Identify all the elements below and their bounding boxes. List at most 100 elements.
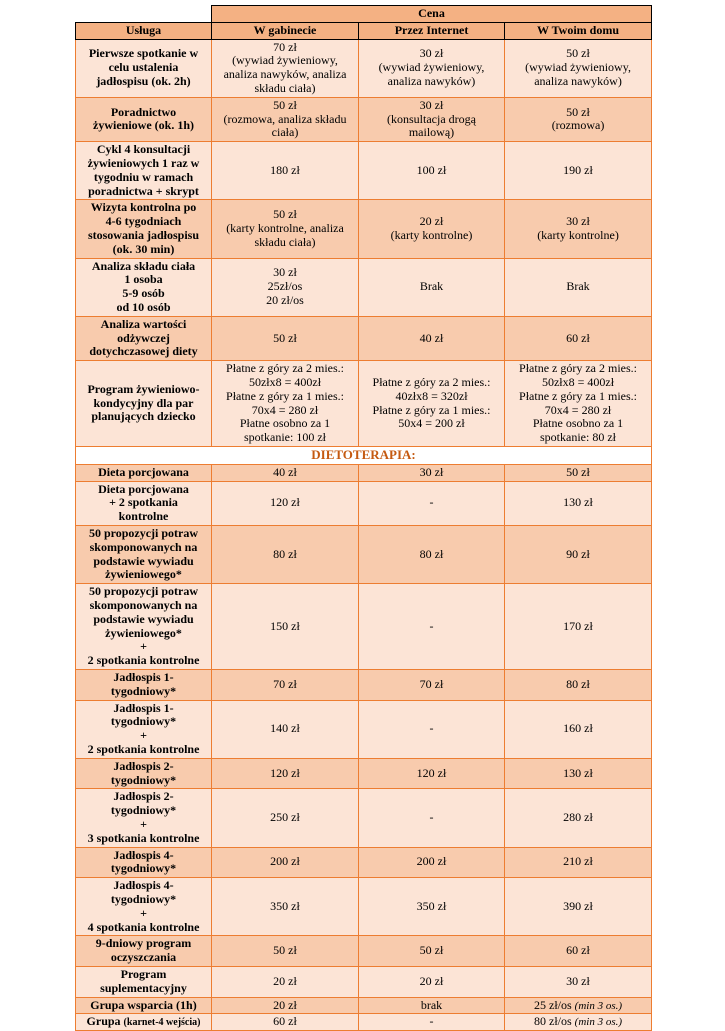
price-cell: 70 zł <box>358 669 505 701</box>
service-cell: Jadłospis 2- tygodniowy* + 3 spotkania k… <box>75 788 212 848</box>
price-cell: 170 zł <box>503 583 653 670</box>
section-divider-row: DIETOTERAPIA: <box>74 445 653 465</box>
price-cell: - <box>358 699 505 759</box>
table-row: Wizyta kontrolna po 4-6 tygodniach stoso… <box>75 199 653 259</box>
table-row: Program suplementacyjny 20 zł 20 zł 30 zł <box>75 965 653 998</box>
price-cell: 130 zł <box>503 757 653 790</box>
price-cell: 20 zł <box>358 965 505 998</box>
price-cell: 80 zł <box>358 525 505 585</box>
price-cell: 70 zł (wywiad żywieniowy, analiza nawykó… <box>211 38 359 98</box>
table-row: Cykl 4 konsultacji żywieniowych 1 raz w … <box>75 141 653 201</box>
price-cell: 50 zł (rozmowa) <box>503 96 653 143</box>
price-cell: 50 zł (rozmowa, analiza składu ciała) <box>211 96 359 143</box>
price-cell: 180 zł <box>211 141 359 201</box>
table-row: Grupa wsparcia (1h) 20 zł brak 25 zł/os (mi… <box>75 996 653 1015</box>
column-header-przez-internet: Przez Internet <box>358 21 505 40</box>
price-cell: 20 zł <box>211 996 359 1015</box>
service-cell: Program suplementacyjny <box>75 965 212 998</box>
service-cell: 9-dniowy program oczyszczania <box>75 935 212 967</box>
table-row: Jadłospis 1- tygodniowy* 70 zł 70 zł 80 zł <box>75 669 653 701</box>
cell-small-text: (karnet-4 wejścia) <box>123 1017 201 1029</box>
price-cell: 120 zł <box>211 480 359 527</box>
price-cell: 30 zł <box>358 463 505 482</box>
service-cell: Dieta porcjowana + 2 spotkania kontrolne <box>75 480 212 527</box>
table-row: Pierwsze spotkanie w celu ustalenia jadł… <box>75 38 653 98</box>
price-cell: 30 zł (karty kontrolne) <box>503 199 653 259</box>
price-cell: - <box>358 583 505 670</box>
price-cell: 70 zł <box>211 669 359 701</box>
service-cell: Analiza wartości odżywczej dotychczasowe… <box>75 315 212 362</box>
table-row: Dieta porcjowana 40 zł 30 zł 50 zł <box>75 463 653 482</box>
price-cell: Płatne z góry za 2 mies.: 40złx8 = 320zł… <box>358 360 505 447</box>
price-cell: Płatne z góry za 2 mies.: 50złx8 = 400zł… <box>503 360 653 447</box>
price-group-header: Cena <box>210 5 653 23</box>
price-cell: 120 zł <box>211 757 359 790</box>
price-cell: 30 zł (konsultacja drogą mailową) <box>358 96 505 143</box>
table-row: 50 propozycji potraw skomponowanych na p… <box>75 583 653 670</box>
price-cell: brak <box>358 996 505 1015</box>
column-header-row: Usługa W gabinecie Przez Internet W Twoi… <box>75 21 653 40</box>
cena-header-row: Cena <box>75 5 653 23</box>
price-cell: 50 zł <box>211 315 359 362</box>
price-cell: 250 zł <box>211 788 359 848</box>
cell-note: (min 3 os.) <box>574 999 623 1012</box>
price-cell: 60 zł <box>503 935 653 967</box>
price-cell: 30 zł (wywiad żywieniowy, analiza nawykó… <box>358 38 505 98</box>
price-cell: - <box>358 480 505 527</box>
price-cell: 350 zł <box>211 877 359 937</box>
cell-text: 80 zł/os <box>534 1014 575 1029</box>
table-row: Jadłospis 4- tygodniowy* 200 zł 200 zł 210 … <box>75 846 653 879</box>
price-cell: 210 zł <box>503 846 653 879</box>
price-cell: 120 zł <box>358 757 505 790</box>
price-cell: 40 zł <box>358 315 505 362</box>
column-header-w-twoim-domu: W Twoim domu <box>503 21 653 40</box>
price-cell: 40 zł <box>211 463 359 482</box>
price-cell: 25 zł/os (min 3 os.) <box>503 996 653 1015</box>
column-header-w-gabinecie: W gabinecie <box>211 21 359 40</box>
price-cell: 390 zł <box>503 877 653 937</box>
service-cell: Dieta porcjowana <box>75 463 212 482</box>
price-table: Cena Usługa W gabinecie Przez Internet W… <box>74 5 653 1031</box>
price-cell: 50 zł <box>211 935 359 967</box>
price-cell: Brak <box>503 257 653 317</box>
cell-text: Grupa <box>86 1014 124 1029</box>
price-cell: 50 zł (wywiad żywieniowy, analiza nawykó… <box>503 38 653 98</box>
price-cell: 50 zł (karty kontrolne, analiza składu c… <box>211 199 359 259</box>
service-cell: Analiza składu ciała 1 osoba 5-9 osób od… <box>75 257 212 317</box>
table-row: Grupa (karnet-4 wejścia) 60 zł -80 zł/os (… <box>75 1013 653 1031</box>
price-cell: 140 zł <box>211 699 359 759</box>
table-row: 50 propozycji potraw skomponowanych na p… <box>75 525 653 585</box>
service-cell: Jadłospis 2- tygodniowy* <box>75 757 212 790</box>
section-divider-label: DIETOTERAPIA: <box>74 445 653 465</box>
table-row: Analiza składu ciała 1 osoba 5-9 osób od… <box>75 257 653 317</box>
price-cell: 100 zł <box>358 141 505 201</box>
price-cell: 350 zł <box>358 877 505 937</box>
price-cell: - <box>358 788 505 848</box>
service-cell: Jadłospis 4- tygodniowy* + 4 spotkania k… <box>75 877 212 937</box>
table-row: 9-dniowy program oczyszczania 50 zł 50 zł 6… <box>75 935 653 967</box>
price-cell: 280 zł <box>503 788 653 848</box>
price-cell: 80 zł/os (min 3 os.) <box>503 1013 653 1031</box>
price-cell: 80 zł <box>503 669 653 701</box>
table-row: Jadłospis 2- tygodniowy* 120 zł 120 zł 130 … <box>75 757 653 790</box>
price-cell: 30 zł <box>503 965 653 998</box>
column-header-usluga: Usługa <box>75 21 212 40</box>
table-row: Jadłospis 1- tygodniowy* + 2 spotkania k… <box>75 699 653 759</box>
service-cell: Grupa (karnet-4 wejścia) <box>75 1013 212 1031</box>
price-cell: 200 zł <box>211 846 359 879</box>
price-cell: 20 zł <box>211 965 359 998</box>
service-cell: 50 propozycji potraw skomponowanych na p… <box>75 525 212 585</box>
price-cell: 130 zł <box>503 480 653 527</box>
service-cell: Jadłospis 1- tygodniowy* <box>75 669 212 701</box>
price-cell: Płatne z góry za 2 mies.: 50złx8 = 400zł… <box>211 360 359 447</box>
price-cell: 20 zł (karty kontrolne) <box>358 199 505 259</box>
price-cell: 150 zł <box>211 583 359 670</box>
price-cell: 50 zł <box>503 463 653 482</box>
table-row: Jadłospis 4- tygodniowy* + 4 spotkania k… <box>75 877 653 937</box>
service-cell: 50 propozycji potraw skomponowanych na p… <box>75 583 212 670</box>
table-row: Analiza wartości odżywczej dotychczasowe… <box>75 315 653 362</box>
cell-note: (min 3 os.) <box>574 1016 623 1029</box>
service-cell: Program żywieniowo- kondycyjny dla par p… <box>75 360 212 447</box>
price-cell: 80 zł <box>211 525 359 585</box>
